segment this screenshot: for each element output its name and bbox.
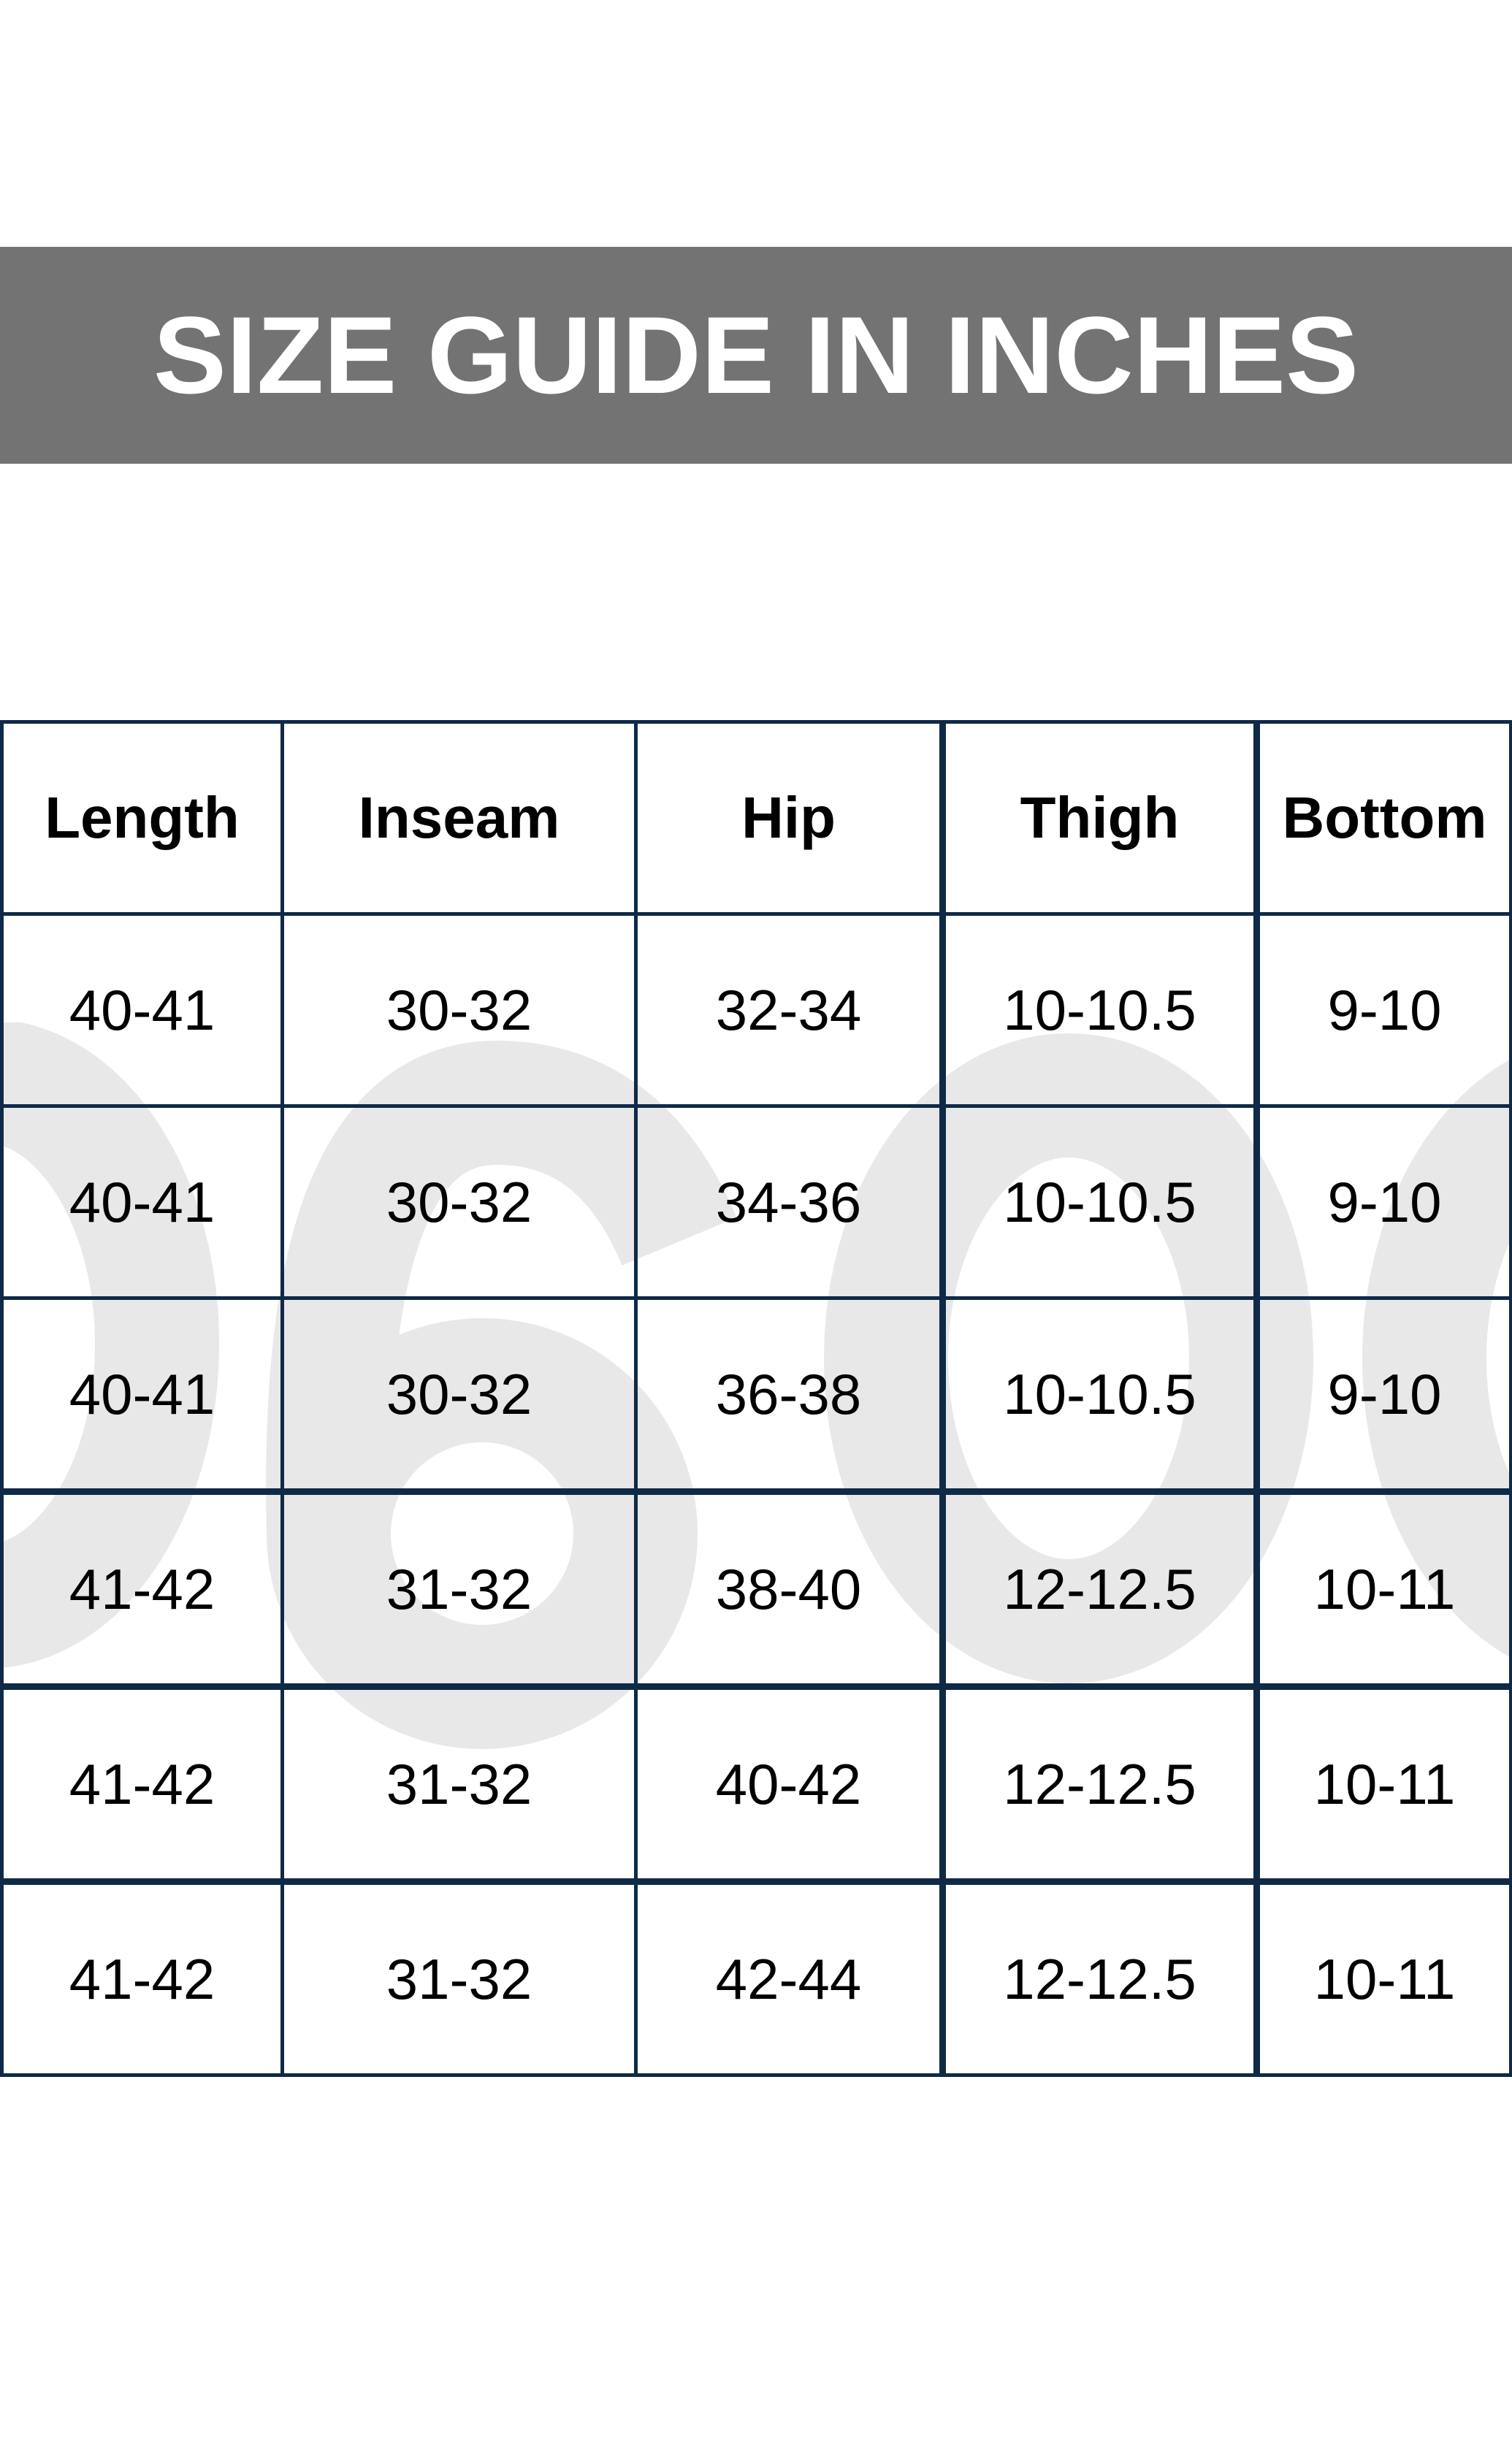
cell-hip: 40-42: [634, 1683, 944, 1883]
cell-inseam: 31-32: [280, 1878, 638, 2077]
cell-thigh: 12-12.5: [939, 1683, 1259, 1883]
cell-hip: 36-38: [634, 1296, 944, 1493]
cell-length: 40-41: [0, 912, 284, 1108]
cell-thigh: 10-10.5: [939, 1296, 1259, 1493]
cell-hip: 34-36: [634, 1104, 944, 1300]
cell-inseam: 30-32: [280, 1296, 638, 1493]
header-length: Length: [0, 720, 284, 916]
table-row: 40-41 30-32 32-34 10-10.5 9-10: [0, 912, 1512, 1108]
cell-thigh: 10-10.5: [939, 912, 1259, 1108]
cell-thigh: 12-12.5: [939, 1878, 1259, 2077]
title-banner: SIZE GUIDE IN INCHES: [0, 247, 1512, 464]
table-row: 41-42 31-32 42-44 12-12.5 10-11: [0, 1878, 1512, 2077]
cell-bottom: 9-10: [1253, 1296, 1512, 1493]
cell-bottom: 10-11: [1253, 1878, 1512, 2077]
header-inseam: Inseam: [280, 720, 638, 916]
table-row: 40-41 30-32 36-38 10-10.5 9-10: [0, 1296, 1512, 1493]
cell-hip: 42-44: [634, 1878, 944, 2077]
cell-length: 41-42: [0, 1878, 284, 2077]
header-thigh: Thigh: [939, 720, 1259, 916]
header-hip: Hip: [634, 720, 944, 916]
cell-thigh: 12-12.5: [939, 1488, 1259, 1688]
cell-bottom: 9-10: [1253, 912, 1512, 1108]
header-row: Length Inseam Hip Thigh Bottom: [0, 720, 1512, 916]
page-title: SIZE GUIDE IN INCHES: [153, 294, 1359, 416]
cell-length: 41-42: [0, 1683, 284, 1883]
table-row: 40-41 30-32 34-36 10-10.5 9-10: [0, 1104, 1512, 1300]
cell-hip: 32-34: [634, 912, 944, 1108]
cell-inseam: 31-32: [280, 1683, 638, 1883]
cell-bottom: 9-10: [1253, 1104, 1512, 1300]
cell-inseam: 30-32: [280, 912, 638, 1108]
cell-inseam: 31-32: [280, 1488, 638, 1688]
table-row: 41-42 31-32 40-42 12-12.5 10-11: [0, 1683, 1512, 1883]
header-bottom: Bottom: [1253, 720, 1512, 916]
table-row: 41-42 31-32 38-40 12-12.5 10-11: [0, 1488, 1512, 1688]
cell-length: 41-42: [0, 1488, 284, 1688]
cell-inseam: 30-32: [280, 1104, 638, 1300]
cell-bottom: 10-11: [1253, 1488, 1512, 1688]
size-table: Length Inseam Hip Thigh Bottom 40-41 30-3…: [0, 720, 1512, 2077]
cell-hip: 38-40: [634, 1488, 944, 1688]
cell-length: 40-41: [0, 1104, 284, 1300]
cell-length: 40-41: [0, 1296, 284, 1493]
cell-thigh: 10-10.5: [939, 1104, 1259, 1300]
cell-bottom: 10-11: [1253, 1683, 1512, 1883]
